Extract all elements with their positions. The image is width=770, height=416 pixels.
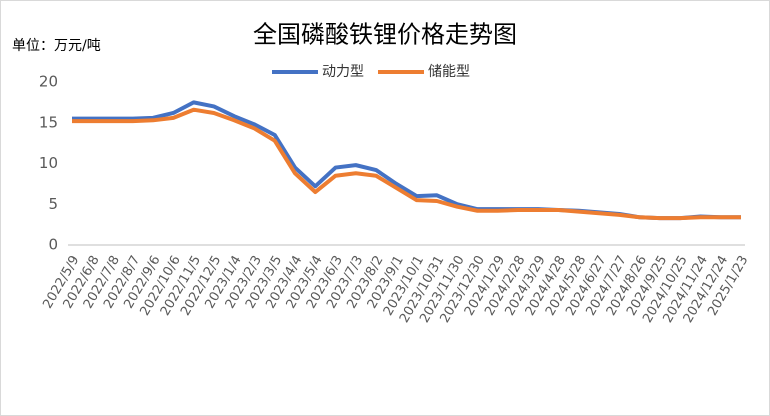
series-line: [72, 107, 741, 221]
y-tick-label: 20: [39, 73, 58, 91]
y-tick-label: 15: [39, 113, 58, 131]
y-axis-label: 单位：万元/吨: [12, 38, 101, 54]
y-tick-label: 5: [48, 195, 58, 213]
legend-label: 储能型: [428, 64, 470, 80]
y-tick-label: 10: [39, 154, 58, 172]
y-tick-label: 0: [48, 236, 58, 254]
legend: 动力型 储能型: [272, 64, 470, 80]
chart-title: 全国磷酸铁锂价格走势图: [253, 21, 517, 49]
legend-label: 动力型: [322, 64, 364, 80]
